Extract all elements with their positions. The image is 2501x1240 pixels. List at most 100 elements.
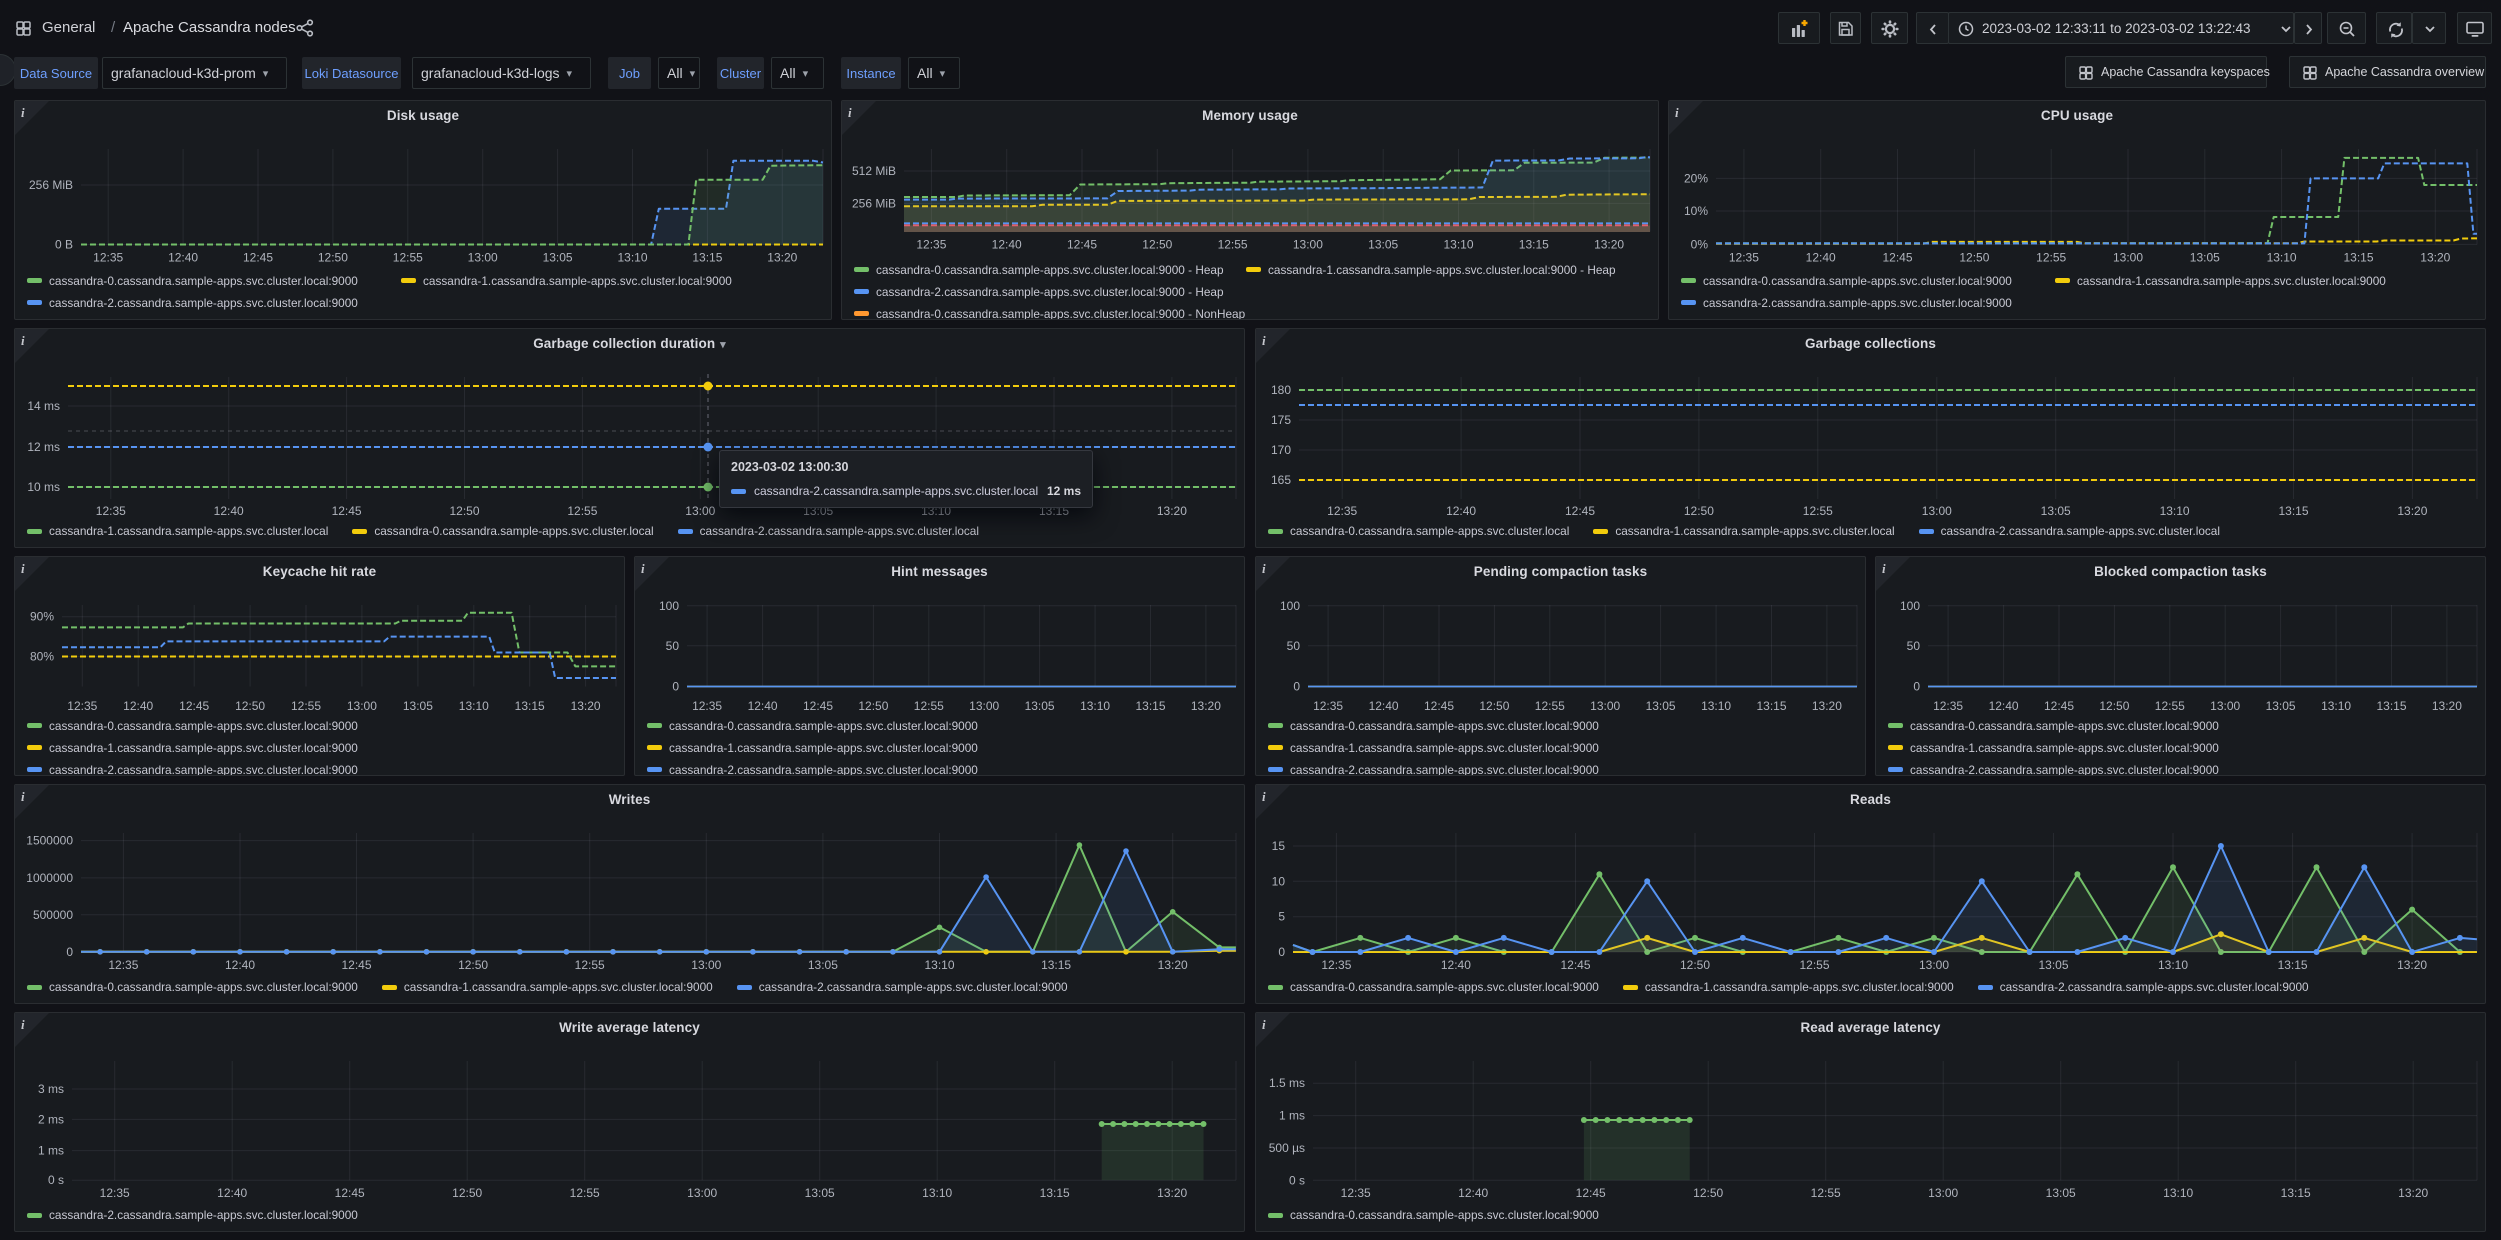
svg-text:12:45: 12:45 <box>1067 238 1097 252</box>
svg-text:12:55: 12:55 <box>570 1186 600 1200</box>
svg-text:12:40: 12:40 <box>992 238 1022 252</box>
svg-text:13:05: 13:05 <box>1025 699 1055 713</box>
svg-text:13:10: 13:10 <box>2321 699 2351 713</box>
svg-text:1500000: 1500000 <box>26 834 73 848</box>
svg-text:13:20: 13:20 <box>1594 238 1624 252</box>
svg-text:0 B: 0 B <box>55 238 73 252</box>
svg-text:12:45: 12:45 <box>335 1186 365 1200</box>
svg-text:12:35: 12:35 <box>93 251 123 265</box>
svg-text:12:40: 12:40 <box>123 699 153 713</box>
svg-text:12:40: 12:40 <box>1458 1186 1488 1200</box>
svg-text:12:50: 12:50 <box>1693 1186 1723 1200</box>
svg-text:13:05: 13:05 <box>543 251 573 265</box>
svg-text:12:35: 12:35 <box>100 1186 130 1200</box>
svg-text:12:50: 12:50 <box>318 251 348 265</box>
svg-text:13:05: 13:05 <box>1368 238 1398 252</box>
svg-text:0 s: 0 s <box>1289 1173 1305 1187</box>
svg-text:13:05: 13:05 <box>1646 699 1676 713</box>
svg-text:12:35: 12:35 <box>1341 1186 1371 1200</box>
svg-text:2 ms: 2 ms <box>38 1112 64 1126</box>
svg-text:0: 0 <box>1278 945 1285 959</box>
svg-text:12:45: 12:45 <box>243 251 273 265</box>
svg-text:12:50: 12:50 <box>1142 238 1172 252</box>
svg-text:13:15: 13:15 <box>1041 958 1071 972</box>
svg-text:90%: 90% <box>30 610 54 624</box>
svg-text:12:55: 12:55 <box>914 699 944 713</box>
svg-text:13:05: 13:05 <box>2266 699 2296 713</box>
svg-text:13:05: 13:05 <box>2041 504 2071 518</box>
svg-text:13:20: 13:20 <box>2420 250 2450 264</box>
svg-text:13:20: 13:20 <box>1158 958 1188 972</box>
svg-text:0: 0 <box>1293 680 1300 694</box>
svg-text:12:45: 12:45 <box>341 958 371 972</box>
svg-text:12:40: 12:40 <box>168 251 198 265</box>
svg-text:13:15: 13:15 <box>1135 699 1165 713</box>
svg-text:12:40: 12:40 <box>1441 958 1471 972</box>
svg-text:512 MiB: 512 MiB <box>852 164 896 178</box>
svg-text:12:50: 12:50 <box>1684 504 1714 518</box>
svg-text:1000000: 1000000 <box>26 871 73 885</box>
svg-text:100: 100 <box>1900 599 1920 613</box>
svg-text:13:05: 13:05 <box>403 699 433 713</box>
svg-text:13:05: 13:05 <box>2038 958 2068 972</box>
svg-text:12:35: 12:35 <box>1313 699 1343 713</box>
svg-text:12:45: 12:45 <box>179 699 209 713</box>
svg-text:13:00: 13:00 <box>969 699 999 713</box>
svg-text:12:50: 12:50 <box>449 504 479 518</box>
svg-text:12:55: 12:55 <box>1535 699 1565 713</box>
svg-text:0: 0 <box>1913 680 1920 694</box>
svg-text:10%: 10% <box>1684 204 1708 218</box>
svg-text:12:35: 12:35 <box>916 238 946 252</box>
svg-text:12:35: 12:35 <box>1729 250 1759 264</box>
svg-text:13:20: 13:20 <box>1157 1186 1187 1200</box>
svg-text:13:20: 13:20 <box>2397 504 2427 518</box>
svg-text:500 µs: 500 µs <box>1269 1141 1305 1155</box>
svg-text:13:10: 13:10 <box>1443 238 1473 252</box>
svg-text:12:45: 12:45 <box>1424 699 1454 713</box>
svg-text:12:35: 12:35 <box>1327 504 1357 518</box>
svg-text:12 ms: 12 ms <box>27 440 60 454</box>
svg-text:13:10: 13:10 <box>2163 1186 2193 1200</box>
svg-text:13:00: 13:00 <box>1919 958 1949 972</box>
svg-text:13:20: 13:20 <box>1812 699 1842 713</box>
svg-text:0: 0 <box>66 945 73 959</box>
svg-text:12:50: 12:50 <box>1680 958 1710 972</box>
svg-text:100: 100 <box>1280 599 1300 613</box>
svg-text:12:40: 12:40 <box>1989 699 2019 713</box>
svg-text:13:00: 13:00 <box>1293 238 1323 252</box>
svg-text:170: 170 <box>1271 443 1291 457</box>
svg-text:12:50: 12:50 <box>1479 699 1509 713</box>
svg-text:13:00: 13:00 <box>687 1186 717 1200</box>
svg-text:175: 175 <box>1271 413 1291 427</box>
svg-text:15: 15 <box>1272 839 1286 853</box>
svg-text:13:05: 13:05 <box>2046 1186 2076 1200</box>
svg-text:50: 50 <box>1287 639 1301 653</box>
svg-text:0 s: 0 s <box>48 1173 64 1187</box>
svg-text:13:10: 13:10 <box>924 958 954 972</box>
svg-text:12:55: 12:55 <box>291 699 321 713</box>
svg-text:13:20: 13:20 <box>1157 504 1187 518</box>
svg-text:13:10: 13:10 <box>1701 699 1731 713</box>
svg-text:12:45: 12:45 <box>332 504 362 518</box>
svg-text:500000: 500000 <box>33 908 73 922</box>
svg-text:12:50: 12:50 <box>452 1186 482 1200</box>
svg-text:12:55: 12:55 <box>1811 1186 1841 1200</box>
svg-text:13:15: 13:15 <box>1756 699 1786 713</box>
svg-text:13:05: 13:05 <box>805 1186 835 1200</box>
svg-text:13:00: 13:00 <box>691 958 721 972</box>
svg-text:13:20: 13:20 <box>2432 699 2462 713</box>
svg-text:180: 180 <box>1271 383 1291 397</box>
svg-text:12:55: 12:55 <box>393 251 423 265</box>
svg-text:12:55: 12:55 <box>575 958 605 972</box>
svg-text:12:50: 12:50 <box>235 699 265 713</box>
svg-text:13:15: 13:15 <box>2343 250 2373 264</box>
svg-text:13:10: 13:10 <box>2267 250 2297 264</box>
svg-text:13:10: 13:10 <box>1080 699 1110 713</box>
svg-text:14 ms: 14 ms <box>27 399 60 413</box>
svg-text:12:45: 12:45 <box>1576 1186 1606 1200</box>
svg-text:12:55: 12:55 <box>1803 504 1833 518</box>
svg-text:12:35: 12:35 <box>67 699 97 713</box>
svg-text:1.5 ms: 1.5 ms <box>1269 1076 1305 1090</box>
svg-text:12:40: 12:40 <box>225 958 255 972</box>
svg-text:12:45: 12:45 <box>1565 504 1595 518</box>
